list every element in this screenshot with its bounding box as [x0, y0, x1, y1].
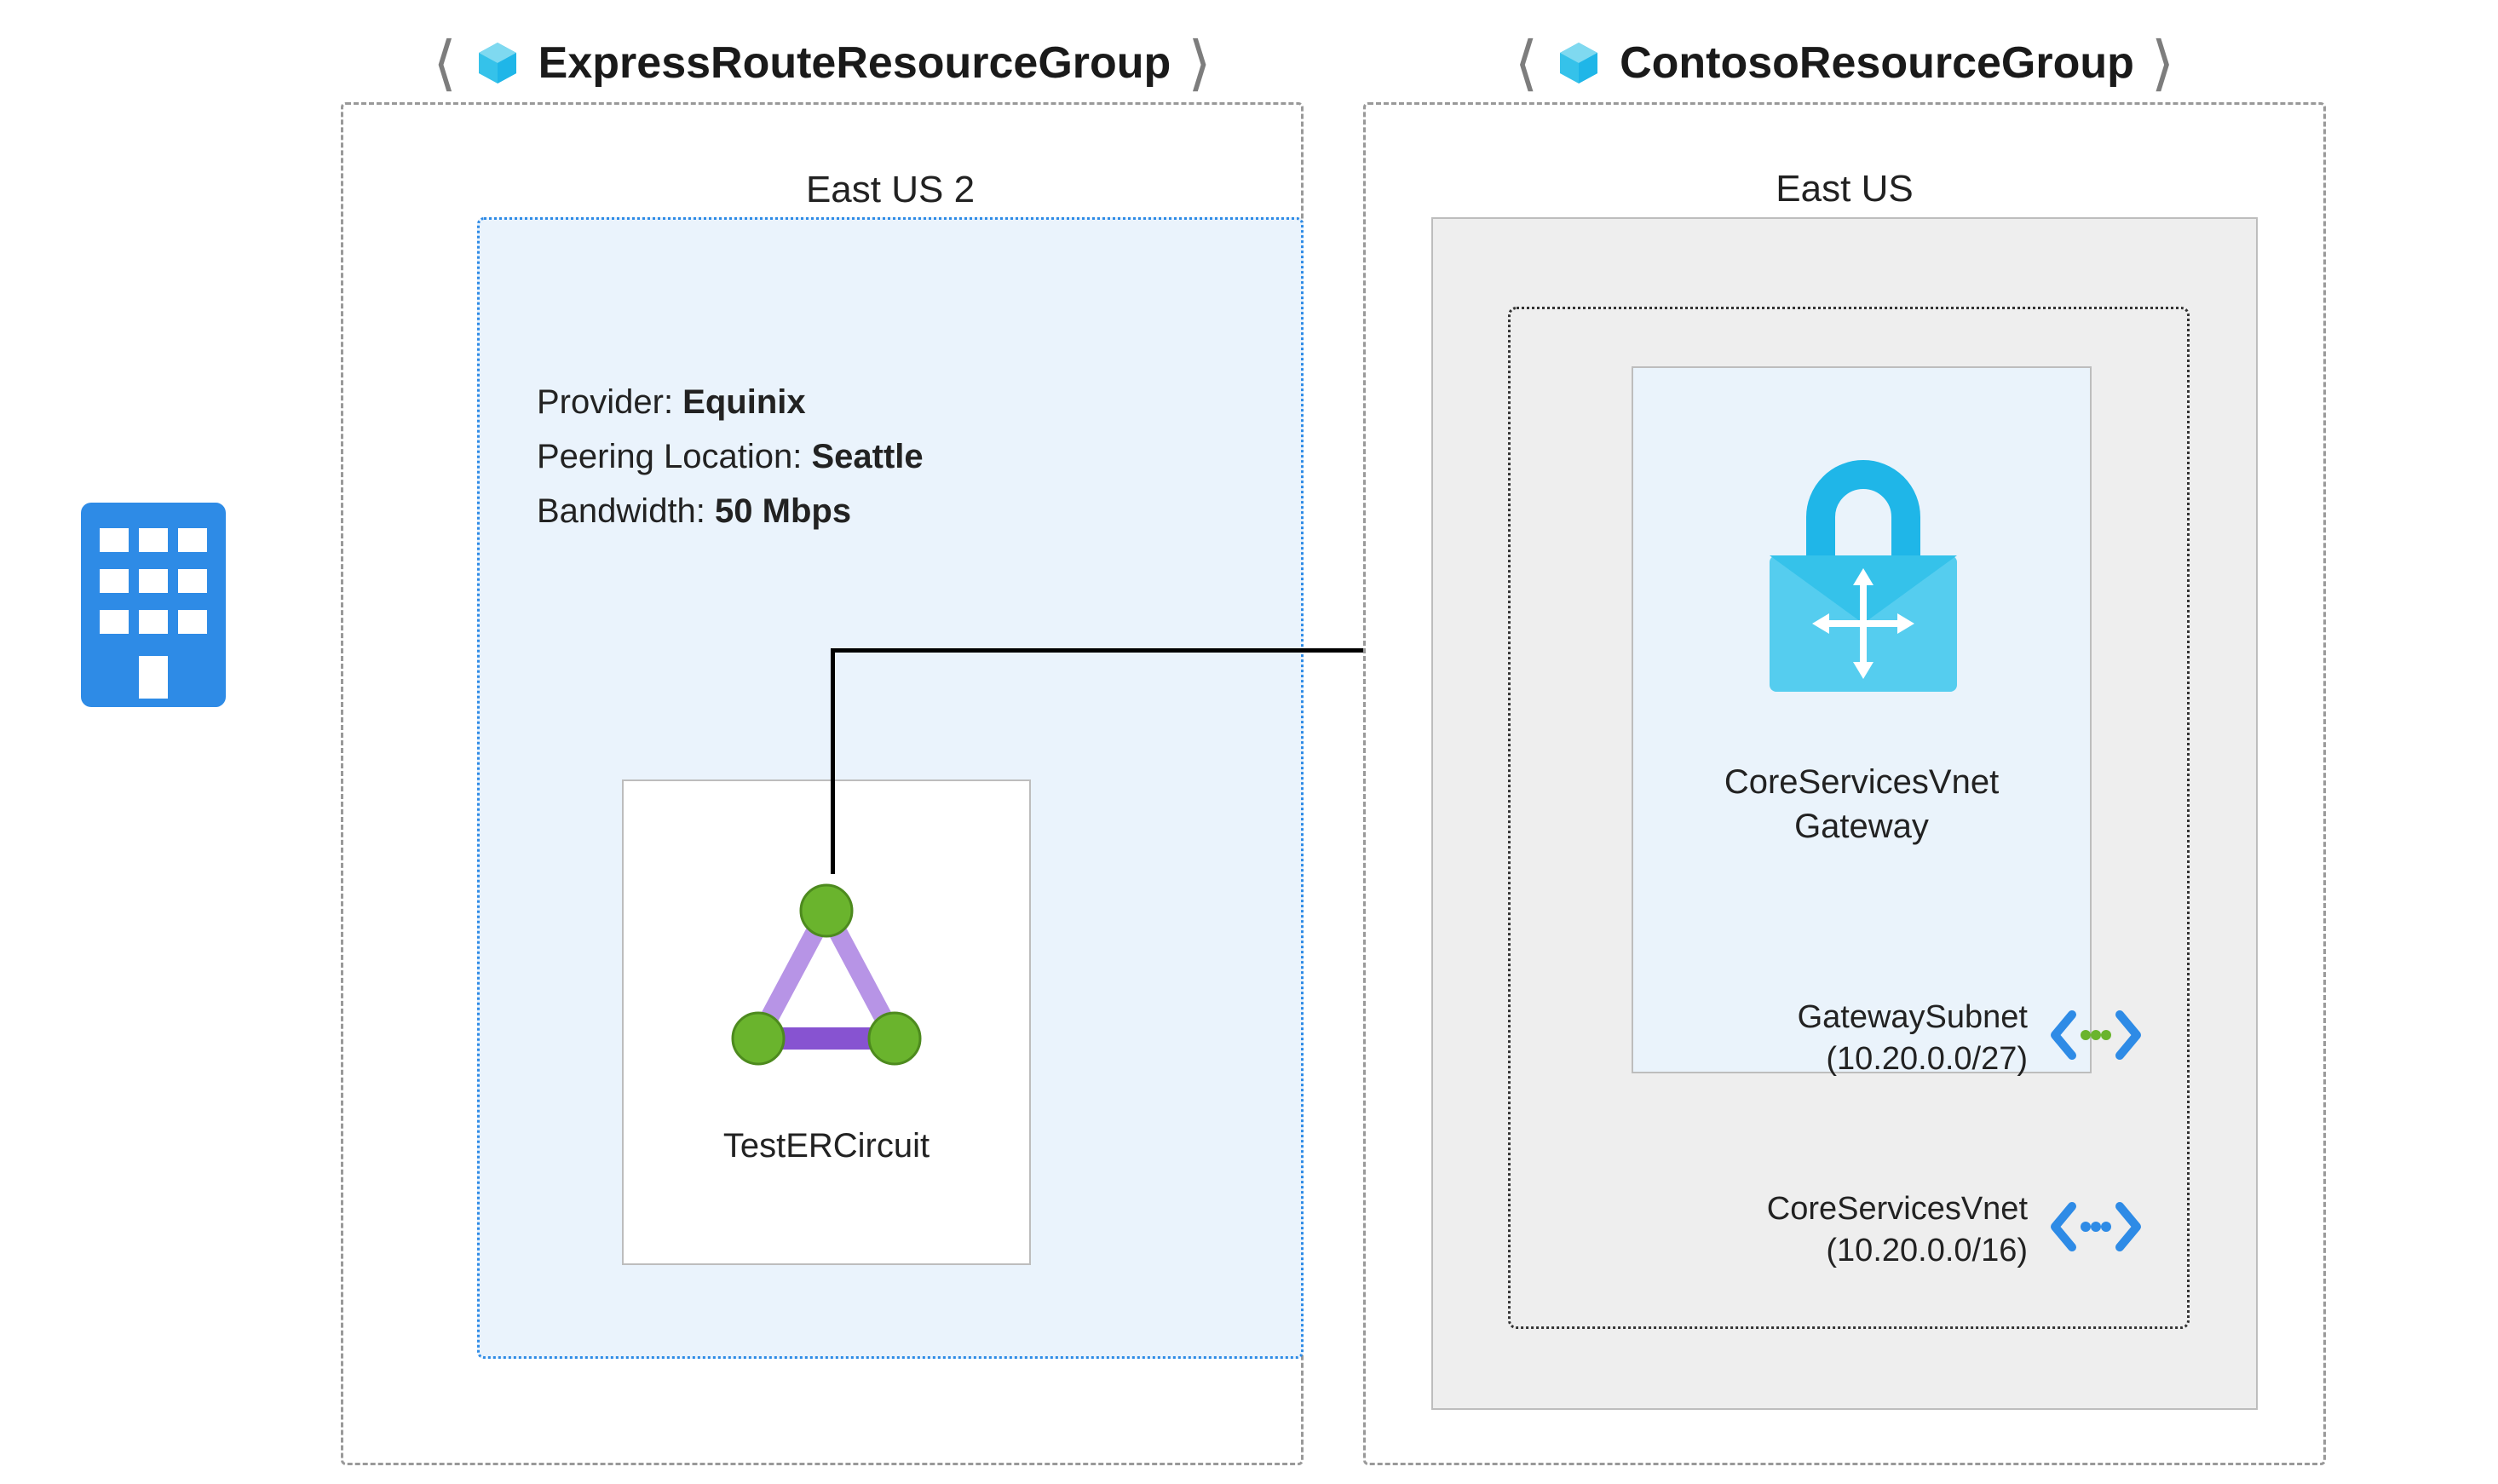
core-vnet-name: CoreServicesVnet: [1653, 1188, 2028, 1230]
rg-left-title: ExpressRouteResourceGroup: [538, 37, 1171, 89]
provider-label: Provider:: [537, 383, 682, 421]
gateway-subnet-name: GatewaySubnet: [1653, 997, 2028, 1038]
peering-value: Seattle: [811, 438, 923, 475]
gateway-subnet-cidr: (10.20.0.0/27): [1653, 1038, 2028, 1080]
rg-left-header: ⟨ ExpressRouteResourceGroup ⟩: [343, 28, 1301, 98]
gateway-label-line2: Gateway: [1633, 804, 2090, 848]
diagram-canvas: ⟨ ExpressRouteResourceGroup ⟩ East US 2 …: [0, 0, 2498, 1484]
vnet-box: CoreServicesVnet Gateway: [1632, 366, 2092, 1073]
subnet-icon: [2045, 1001, 2147, 1069]
core-vnet-label: CoreServicesVnet (10.20.0.0/16): [1653, 1188, 2028, 1273]
vnet-icon: [2045, 1193, 2147, 1261]
bracket-right-icon: ⟩: [2151, 28, 2174, 98]
bracket-right-icon: ⟩: [1188, 28, 1211, 98]
circuit-info: Provider: Equinix Peering Location: Seat…: [537, 375, 924, 538]
region-left-title: East US 2: [480, 169, 1301, 211]
peering-label: Peering Location:: [537, 438, 811, 475]
gateway-subnet-label: GatewaySubnet (10.20.0.0/27): [1653, 997, 2028, 1081]
rg-right-title: ContosoResourceGroup: [1620, 37, 2134, 89]
building-icon: [81, 503, 226, 707]
circuit-box: TestERCircuit: [622, 779, 1031, 1265]
bandwidth-label: Bandwidth:: [537, 492, 715, 530]
gateway-label: CoreServicesVnet Gateway: [1633, 760, 2090, 848]
vnet-gateway-lock-icon: [1744, 453, 1983, 709]
cube-icon: [474, 39, 521, 87]
rg-right-header: ⟨ ContosoResourceGroup ⟩: [1366, 28, 2323, 98]
circuit-label: TestERCircuit: [723, 1124, 930, 1168]
connection-line-vertical: [831, 648, 835, 874]
expressroute-circuit-icon: [716, 877, 937, 1090]
bracket-left-icon: ⟨: [1515, 28, 1538, 98]
gateway-label-line1: CoreServicesVnet: [1633, 760, 2090, 804]
region-right-title: East US: [1433, 168, 2256, 210]
bandwidth-value: 50 Mbps: [715, 492, 851, 530]
cube-icon: [1555, 39, 1603, 87]
bracket-left-icon: ⟨: [433, 28, 456, 98]
core-vnet-cidr: (10.20.0.0/16): [1653, 1230, 2028, 1272]
provider-value: Equinix: [682, 383, 805, 421]
